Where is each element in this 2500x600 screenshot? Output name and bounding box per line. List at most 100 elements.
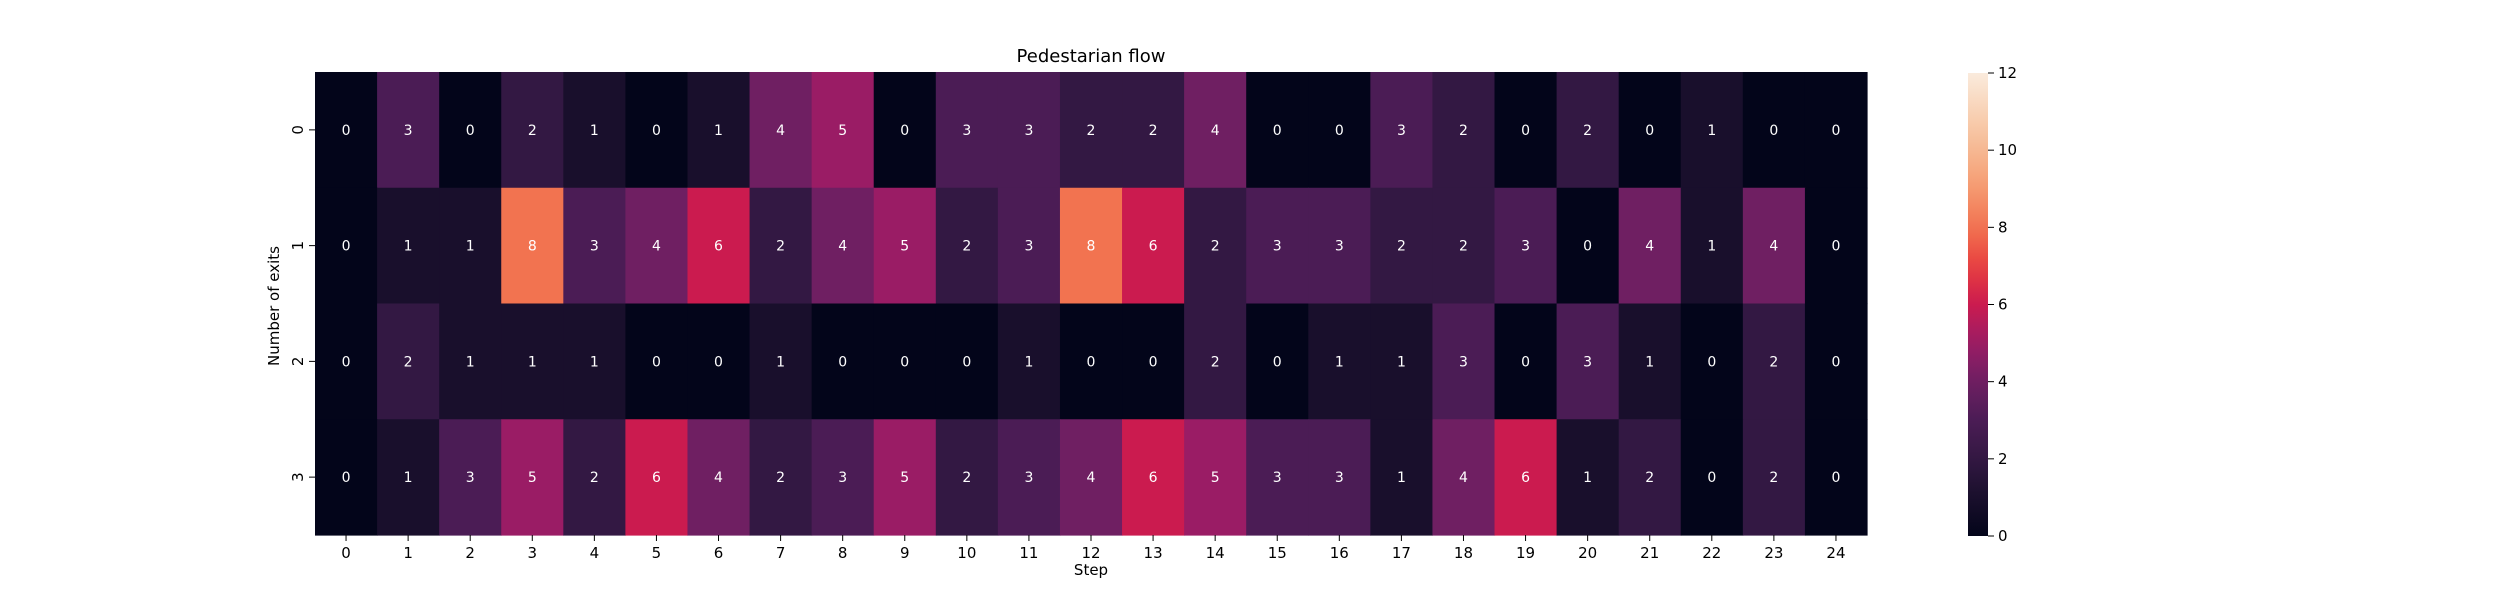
cell-value-label: 3 [404,123,413,139]
cell-value-label: 0 [1273,354,1282,370]
heatmap-cell [1742,72,1806,189]
heatmap-cell [1308,303,1371,420]
colorbar-tick-label: 6 [1998,296,2008,314]
cell-value-label: 2 [962,470,971,486]
heatmap-cell [1432,72,1496,189]
cell-value-label: 0 [652,123,661,139]
cell-value-label: 0 [1645,123,1654,139]
heatmap-cell [749,187,813,305]
cell-value-label: 2 [1211,239,1220,255]
heatmap-cell [1432,187,1496,305]
heatmap-cell [439,72,502,189]
cell-value-label: 0 [900,354,909,370]
x-axis-label: Step [1074,561,1108,579]
cell-value-label: 2 [1397,239,1406,255]
cell-value-label: 2 [962,239,971,255]
cell-value-label: 1 [1335,354,1344,370]
cell-value-label: 0 [1521,123,1530,139]
cell-value-label: 1 [1707,123,1716,139]
cell-value-label: 1 [590,123,599,139]
heatmap-cell [687,303,751,420]
cell-value-label: 4 [652,239,661,255]
cell-value-label: 0 [1831,470,1840,486]
cell-value-label: 2 [1645,470,1654,486]
heatmap-cell [687,187,751,305]
cell-value-label: 1 [714,123,723,139]
cell-value-label: 0 [342,470,351,486]
x-tick-label: 4 [590,544,600,562]
x-tick-label: 6 [714,544,724,562]
cell-value-label: 2 [590,470,599,486]
heatmap-cell [1494,303,1558,420]
cell-value-label: 0 [1707,470,1716,486]
cell-value-label: 1 [590,354,599,370]
heatmap-cell [1556,187,1620,305]
heatmap-cell [625,419,689,536]
cell-value-label: 3 [1521,239,1530,255]
cell-value-label: 2 [404,354,413,370]
cell-value-label: 0 [1149,354,1158,370]
cell-value-label: 6 [714,239,723,255]
y-tick-label: 0 [289,125,307,135]
heatmap-cell [1059,187,1123,305]
x-tick-label: 21 [1640,544,1659,562]
cell-value-label: 8 [1087,239,1096,255]
heatmap-cell [1059,419,1123,536]
x-tick-label: 9 [900,544,910,562]
heatmap-cell [377,303,440,420]
x-tick-label: 15 [1268,544,1287,562]
heatmap-cell [935,419,999,536]
heatmap-cell [1680,72,1744,189]
heatmap-cell [1680,303,1744,420]
cell-value-label: 0 [714,354,723,370]
x-tick-label: 7 [776,544,786,562]
cell-value-label: 0 [342,123,351,139]
heatmap-cell [1122,419,1185,536]
cell-value-label: 6 [652,470,661,486]
heatmap-cell [1308,187,1371,305]
heatmap-cell-labels: 0 3 0 2 1 0 1 4 5 0 3 3 2 2 4 0 0 3 2 0 2 0 1 0 0 0 1 1 8 3 4 6 2 4 5 2 3 8 6 2… [342,123,1841,486]
cell-value-label: 0 [1769,123,1778,139]
colorbar-tick-label: 0 [1998,527,2008,545]
cell-value-label: 3 [466,470,475,486]
cell-value-label: 0 [652,354,661,370]
cell-value-label: 0 [342,239,351,255]
heatmap-cell [997,187,1061,305]
cell-value-label: 0 [1335,123,1344,139]
heatmap-cell [1122,303,1185,420]
cell-value-label: 3 [962,123,971,139]
cell-value-label: 1 [528,354,537,370]
heatmap-cell [1370,187,1434,305]
y-axis-label: Number of exits [265,246,283,366]
cell-value-label: 1 [1397,354,1406,370]
cell-value-label: 4 [1459,470,1468,486]
cell-value-label: 4 [1645,239,1654,255]
heatmap-cell [377,419,440,536]
heatmap-cell [315,72,378,189]
cell-value-label: 6 [1149,239,1158,255]
cell-value-label: 0 [838,354,847,370]
y-axis-ticks: 0 1 2 3 [289,125,315,482]
y-tick-label: 2 [289,357,307,367]
heatmap-cell [749,303,813,420]
heatmap-cell [1122,72,1185,189]
heatmap-cell [563,419,626,536]
heatmap-cell [315,419,378,536]
cell-value-label: 2 [1211,354,1220,370]
colorbar-tick-label: 2 [1998,450,2008,468]
heatmap-cell [1556,419,1620,536]
cell-value-label: 3 [1024,470,1033,486]
cell-value-label: 3 [1335,239,1344,255]
cell-value-label: 3 [1335,470,1344,486]
cell-value-label: 2 [1459,239,1468,255]
heatmap-cell [1246,419,1309,536]
x-tick-label: 22 [1702,544,1721,562]
heatmap-cell [873,419,937,536]
heatmap-cell [873,72,937,189]
heatmap-cell [749,72,813,189]
cell-value-label: 1 [1583,470,1592,486]
heatmap-cell [625,72,689,189]
heatmap-cell [997,72,1061,189]
cell-value-label: 1 [1397,470,1406,486]
